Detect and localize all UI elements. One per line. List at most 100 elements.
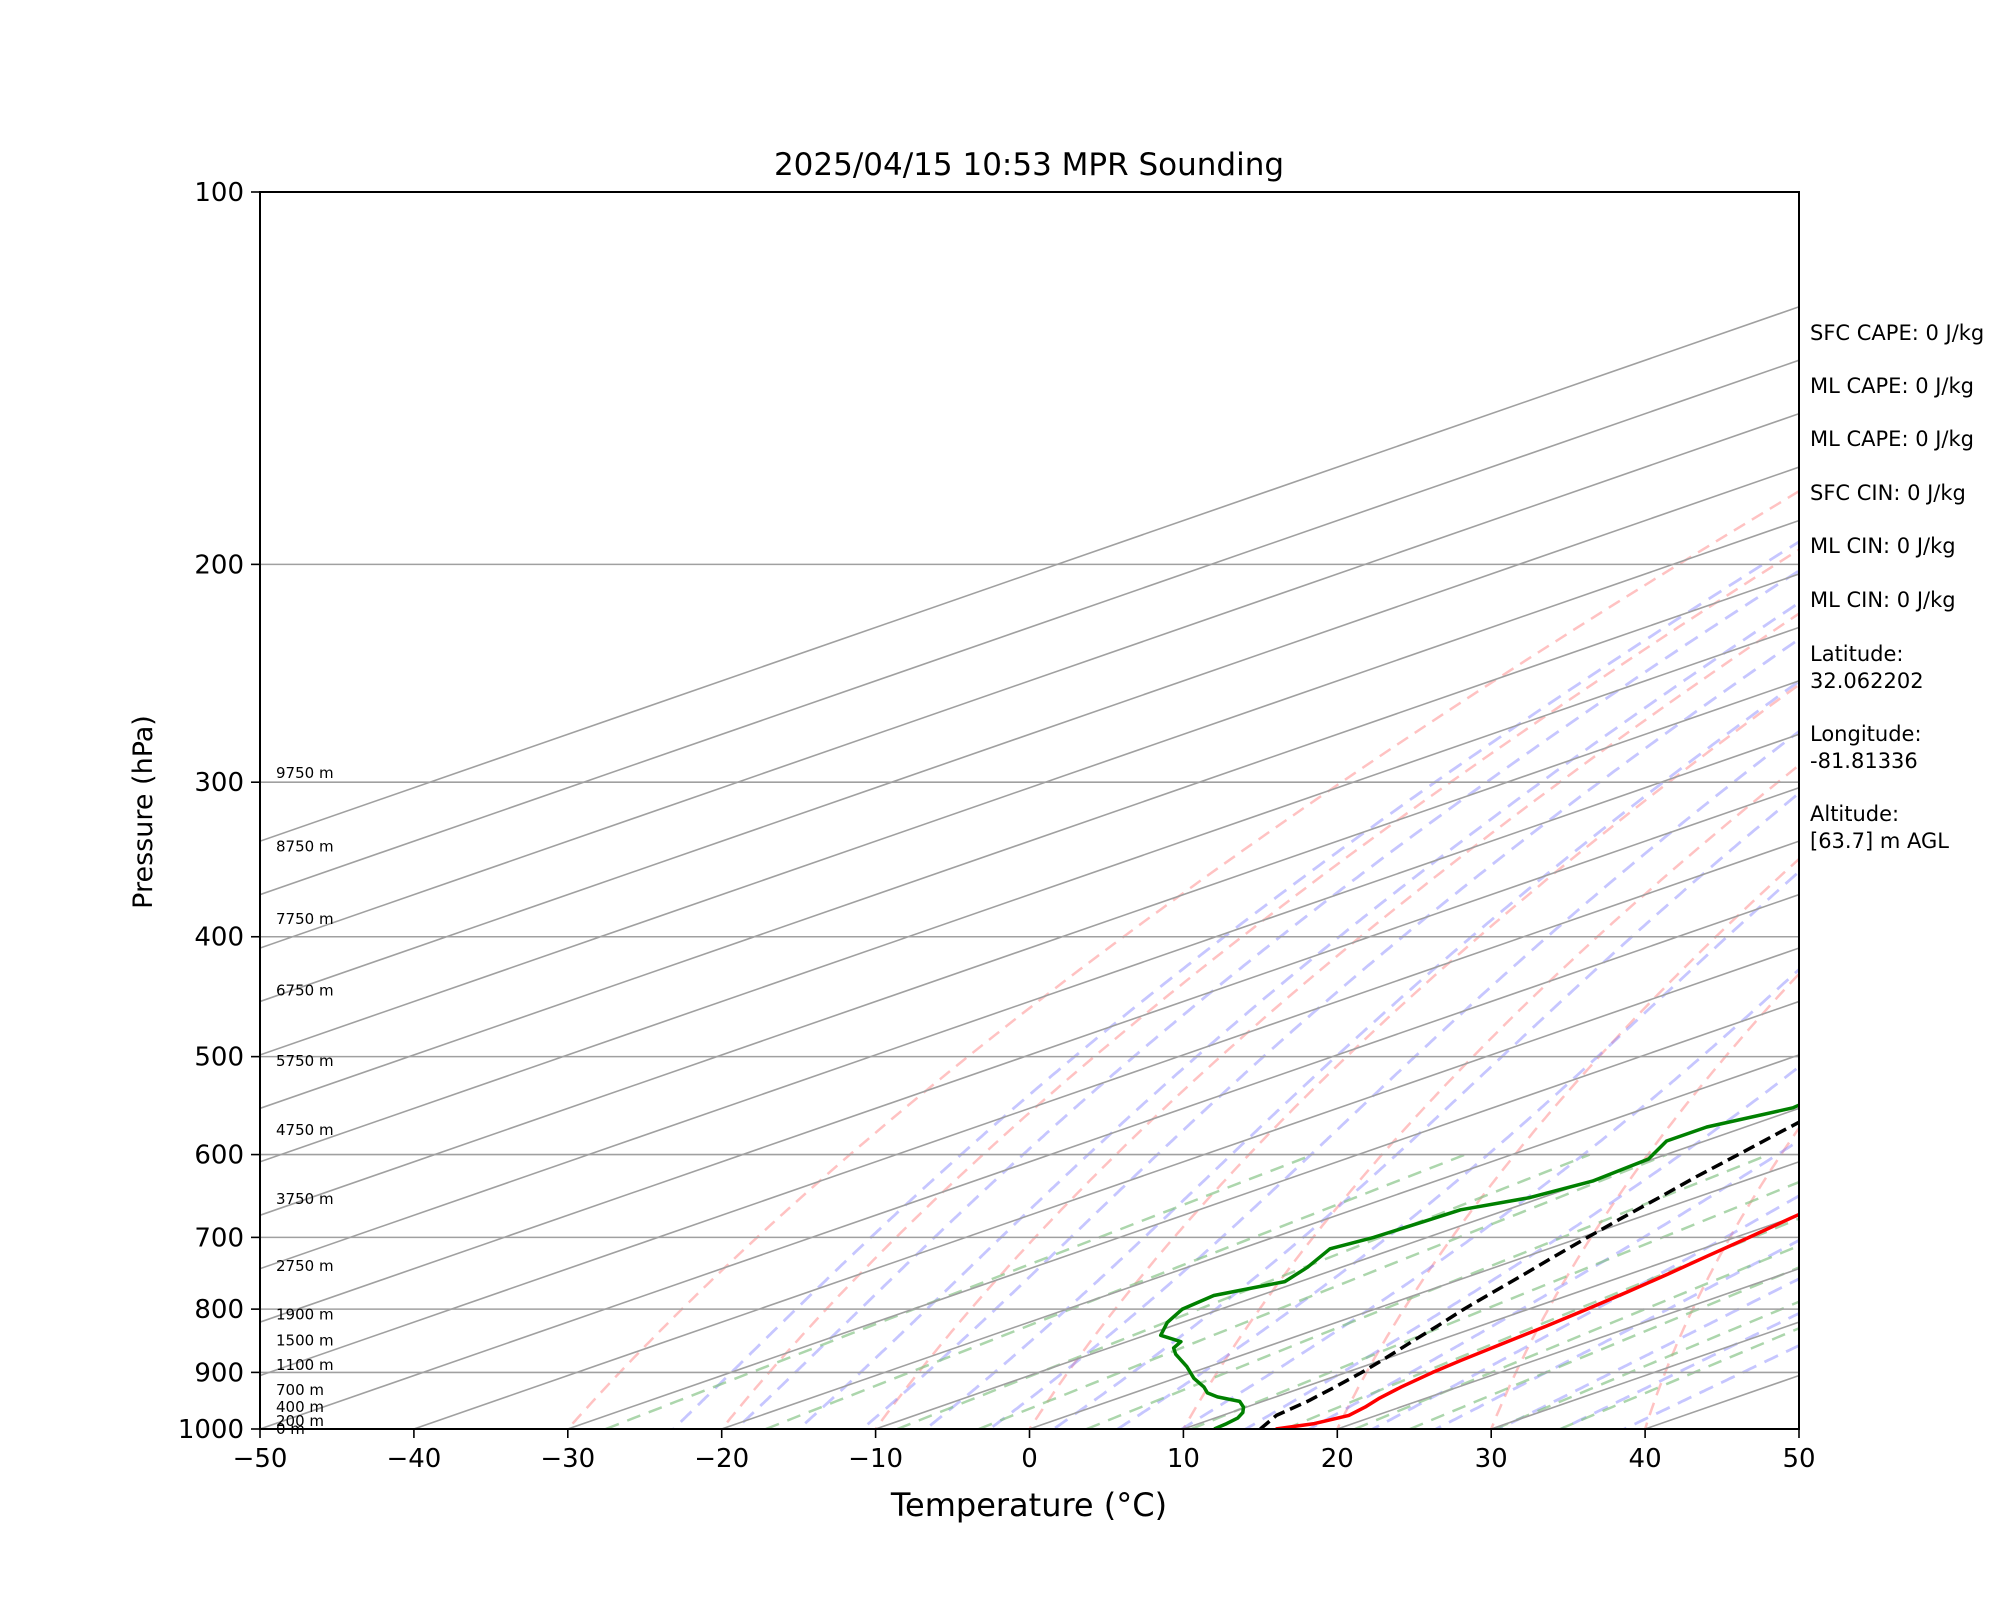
x-tick-label: −40 xyxy=(386,1444,441,1474)
moist-adiabat-line xyxy=(1558,1311,1799,1429)
mixing-ratio-line xyxy=(1409,1266,1799,1429)
isotherm-line xyxy=(260,305,1799,843)
sfc-cape-text: SFC CAPE: 0 J/kg xyxy=(1810,321,1984,345)
height-label: 5750 m xyxy=(276,1052,334,1070)
ml-cin-text: ML CIN: 0 J/kg xyxy=(1810,534,1956,558)
x-axis-ticks: −50 −40 −30 −20 −10 0 10 20 30 40 50 xyxy=(233,1429,1816,1474)
chart-title: 2025/04/15 10:53 MPR Sounding xyxy=(774,147,1284,183)
moist-adiabat-line xyxy=(733,569,1799,1429)
moist-adiabat-line xyxy=(796,601,1799,1429)
moist-adiabat-line xyxy=(1496,1277,1799,1429)
moist-adiabat-line xyxy=(1621,1343,1799,1429)
isotherm-line xyxy=(260,733,1799,1270)
sounding-stats: SFC CAPE: 0 J/kg ML CAPE: 0 J/kg ML CAPE… xyxy=(1810,321,1984,853)
ml-cin-text-2: ML CIN: 0 J/kg xyxy=(1810,588,1956,612)
height-label: 8750 m xyxy=(276,837,334,855)
mixing-ratio-line xyxy=(1086,1153,1770,1429)
x-tick-label: −50 xyxy=(233,1444,288,1474)
x-tick-label: −30 xyxy=(540,1444,595,1474)
dry-adiabat-line xyxy=(1335,857,1799,1429)
isotherm-line xyxy=(413,947,1799,1429)
y-tick-label: 500 xyxy=(194,1043,244,1073)
moist-adiabat-line xyxy=(1242,1065,1799,1429)
mixing-ratio-line xyxy=(1354,1244,1799,1429)
moist-adiabat-line xyxy=(1051,791,1799,1429)
longitude-value: -81.81336 xyxy=(1810,749,1918,773)
height-label: 200 m xyxy=(276,1412,324,1430)
height-label: 6750 m xyxy=(276,981,334,999)
sounding-series-line-0 xyxy=(1275,1212,1799,1429)
moist-adiabat-line xyxy=(987,729,1799,1429)
height-label: 1100 m xyxy=(276,1356,334,1374)
mixing-ratio-line xyxy=(1190,1180,1799,1429)
x-tick-label: 10 xyxy=(1167,1444,1200,1474)
longitude-label: Longitude: xyxy=(1810,722,1922,746)
mixing-ratio-line xyxy=(1494,1300,1799,1429)
moist-adiabat-line xyxy=(860,637,1799,1429)
mixing-ratio-line xyxy=(896,1153,1591,1429)
isotherm-line xyxy=(260,573,1799,1110)
y-tick-label: 700 xyxy=(194,1223,244,1253)
y-tick-label: 200 xyxy=(194,550,244,580)
height-label: 1500 m xyxy=(276,1331,334,1349)
y-tick-label: 900 xyxy=(194,1358,244,1388)
dry-adiabat-line xyxy=(1489,972,1799,1429)
y-axis-ticks: 1000 900 800 700 600 500 400 300 200 100 xyxy=(178,178,260,1445)
height-label: 7750 m xyxy=(276,910,334,928)
height-label: 1900 m xyxy=(276,1305,334,1323)
height-label: 700 m xyxy=(276,1381,324,1399)
dry-adiabat-line xyxy=(1028,683,1799,1429)
sounding-series-line-1 xyxy=(1158,1103,1799,1429)
isotherm-line xyxy=(721,1054,1799,1429)
height-label: 9750 m xyxy=(276,764,334,782)
isotherm-line xyxy=(260,893,1799,1429)
mixing-ratio-line xyxy=(605,1153,1314,1429)
sfc-cin-text: SFC CIN: 0 J/kg xyxy=(1810,481,1966,505)
mixing-ratio-line xyxy=(978,1153,1668,1429)
x-tick-label: −10 xyxy=(848,1444,903,1474)
mixing-ratio-line xyxy=(1559,1326,1799,1429)
y-tick-label: 1000 xyxy=(178,1415,244,1445)
y-tick-label: 600 xyxy=(194,1141,244,1171)
isotherm-line xyxy=(260,359,1799,896)
y-tick-label: 800 xyxy=(194,1295,244,1325)
y-axis-label: Pressure (hPa) xyxy=(128,715,159,909)
isotherm-line xyxy=(260,519,1799,1056)
isotherm-line xyxy=(260,840,1799,1377)
isotherm-line xyxy=(260,786,1799,1323)
isotherm-line xyxy=(260,626,1799,1163)
moist-adiabat-line xyxy=(1433,1238,1799,1429)
y-tick-label: 300 xyxy=(194,768,244,798)
y-tick-label: 400 xyxy=(194,923,244,953)
x-tick-label: 20 xyxy=(1321,1444,1354,1474)
dry-adiabat-line xyxy=(720,548,1799,1429)
height-label: 3750 m xyxy=(276,1190,334,1208)
isotherm-line xyxy=(567,1000,1799,1429)
altitude-label: Altitude: xyxy=(1810,802,1899,826)
moist-adiabat-line xyxy=(1306,1139,1799,1429)
x-tick-label: −20 xyxy=(694,1444,749,1474)
isotherm-line xyxy=(260,466,1799,1003)
mixing-ratio-line xyxy=(1285,1217,1799,1429)
moist-adiabat-line xyxy=(923,679,1799,1429)
y-tick-label: 100 xyxy=(194,178,244,208)
dry-adiabat-line xyxy=(1181,763,1799,1429)
isotherm-line xyxy=(1029,1160,1799,1429)
height-label: 400 m xyxy=(276,1398,324,1416)
sounding-series-line-2 xyxy=(1259,1120,1799,1429)
height-label: 2750 m xyxy=(276,1257,334,1275)
ml-cape-text: ML CAPE: 0 J/kg xyxy=(1810,374,1974,398)
moist-adiabat-line xyxy=(671,540,1799,1429)
x-tick-label: 40 xyxy=(1629,1444,1662,1474)
sounding-profiles xyxy=(1158,1103,1799,1429)
height-label: 4750 m xyxy=(276,1121,334,1139)
x-axis-label: Temperature (°C) xyxy=(890,1486,1167,1524)
dry-adiabat-line xyxy=(566,489,1799,1429)
x-tick-label: 30 xyxy=(1475,1444,1508,1474)
altitude-value: [63.7] m AGL xyxy=(1810,829,1949,853)
isotherm-line xyxy=(260,412,1799,949)
isotherm-line xyxy=(875,1107,1799,1429)
latitude-label: Latitude: xyxy=(1810,642,1904,666)
